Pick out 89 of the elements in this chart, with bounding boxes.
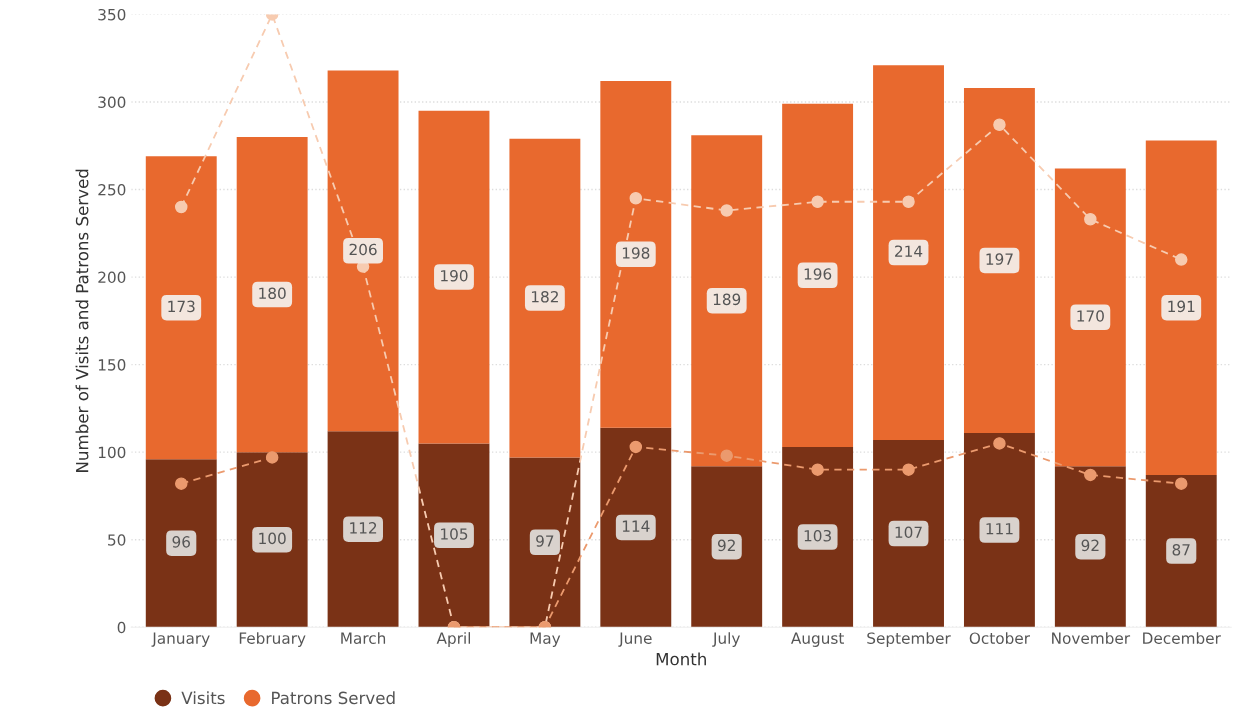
data-label: 103 <box>804 529 831 542</box>
y-tick-label: 250 <box>98 183 126 196</box>
data-label: 180 <box>259 287 286 300</box>
y-tick-label: 0 <box>117 621 126 634</box>
bar <box>782 446 854 628</box>
bar <box>782 103 854 447</box>
data-label: 96 <box>172 536 191 548</box>
data-label: 206 <box>349 243 377 256</box>
data-label: 170 <box>1077 310 1104 322</box>
point <box>720 204 733 217</box>
bar <box>236 452 308 628</box>
bar <box>418 443 490 628</box>
bar <box>873 65 944 440</box>
data-label: 114 <box>622 520 650 532</box>
point <box>174 477 188 490</box>
point <box>265 451 279 464</box>
data-label: 191 <box>1168 300 1195 313</box>
x-tick-label: April <box>436 632 470 647</box>
x-tick-label: October <box>969 632 1030 644</box>
point <box>811 463 824 476</box>
data-label: 87 <box>1172 543 1190 556</box>
point <box>902 463 915 476</box>
bar <box>145 459 217 628</box>
y-tick-label: 100 <box>98 446 126 459</box>
bar <box>327 431 399 628</box>
bar <box>327 70 399 432</box>
point <box>902 195 915 209</box>
x-tick-label: February <box>239 632 306 647</box>
data-label: 100 <box>259 532 286 545</box>
bar <box>691 466 763 628</box>
bar <box>1145 474 1217 628</box>
bar <box>963 87 1035 433</box>
x-tick-label: September <box>867 632 951 647</box>
bar <box>600 80 672 428</box>
point <box>720 449 733 462</box>
point <box>629 440 643 454</box>
point <box>993 437 1006 450</box>
data-label: 111 <box>986 523 1013 535</box>
x-axis-title: Month <box>656 652 706 666</box>
y-axis-title: Number of Visits and Patrons Served <box>75 169 89 472</box>
bar <box>1145 140 1217 475</box>
data-label: 214 <box>895 245 923 257</box>
bar <box>1054 466 1126 628</box>
x-tick-label: January <box>151 632 210 647</box>
data-label: 92 <box>1081 539 1099 552</box>
x-tick-label: June <box>618 632 652 647</box>
data-label: 92 <box>717 539 735 552</box>
bar <box>509 138 581 458</box>
data-label: 196 <box>804 268 832 280</box>
data-label: 173 <box>168 300 195 313</box>
point <box>174 200 188 214</box>
legend-label: Patrons Served <box>272 691 395 705</box>
bar <box>145 156 217 460</box>
data-label: 197 <box>986 253 1013 265</box>
bar <box>963 432 1035 628</box>
data-label: 105 <box>441 528 468 540</box>
y-tick-label: 50 <box>108 534 126 546</box>
data-label: 198 <box>622 247 650 259</box>
data-label: 190 <box>441 269 468 282</box>
bar <box>1054 168 1126 467</box>
x-tick-label: July <box>712 632 740 647</box>
data-label: 107 <box>895 526 922 539</box>
x-tick-label: December <box>1143 632 1221 644</box>
x-tick-label: November <box>1052 632 1131 644</box>
data-label: 189 <box>713 293 741 306</box>
bar <box>509 457 581 628</box>
x-tick-label: August <box>791 632 844 647</box>
bar <box>236 136 308 453</box>
data-label: 112 <box>350 522 377 534</box>
point <box>1174 477 1188 490</box>
point <box>993 118 1006 131</box>
bar <box>600 427 672 628</box>
point <box>1174 253 1188 266</box>
y-tick-label: 300 <box>98 96 126 108</box>
data-label: 182 <box>531 290 558 303</box>
bar <box>691 135 763 467</box>
y-tick-label: 350 <box>98 8 126 21</box>
point <box>1084 213 1097 226</box>
point <box>629 192 643 205</box>
x-tick-label: May <box>530 632 561 647</box>
y-tick-label: 150 <box>98 359 126 371</box>
point <box>811 195 824 209</box>
x-tick-label: March <box>341 632 386 644</box>
bar <box>418 110 490 444</box>
point <box>1084 468 1097 482</box>
bar <box>873 439 944 628</box>
y-tick-label: 200 <box>98 271 126 284</box>
data-label: 97 <box>536 535 554 547</box>
legend-label: Visits <box>181 691 225 705</box>
